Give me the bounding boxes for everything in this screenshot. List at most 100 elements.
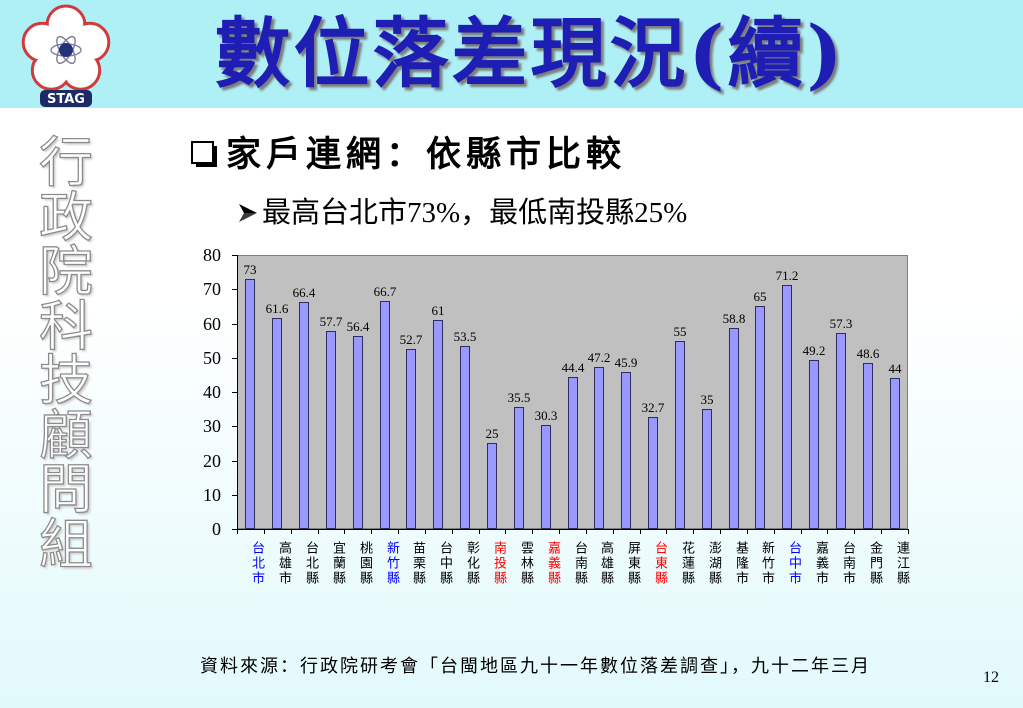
plum-blossom-logo-icon: STAG (21, 4, 111, 107)
x-tick-label: 金門縣 (867, 541, 882, 586)
arrowhead-bullet-icon (239, 204, 257, 222)
data-label: 47.2 (587, 350, 611, 365)
y-tick-mark (232, 324, 237, 325)
x-axis-line (237, 529, 908, 530)
x-tick-mark (640, 529, 641, 534)
bar (460, 346, 470, 529)
x-tick-mark (532, 529, 533, 534)
x-tick-label: 連江縣 (894, 541, 909, 586)
data-label: 32.7 (641, 400, 665, 415)
y-tick-mark (232, 255, 237, 256)
x-tick-label: 雲林縣 (518, 541, 533, 586)
y-tick-label: 30 (203, 416, 221, 436)
bar (648, 417, 658, 529)
x-tick-mark (666, 529, 667, 534)
header-band: STAG 數位落差現況(續) (0, 0, 1023, 108)
x-tick-label: 台中市 (786, 541, 801, 586)
shadowed-square-bullet-icon (191, 141, 217, 167)
x-tick-label: 台南縣 (572, 541, 587, 586)
y-tick-label: 10 (203, 485, 221, 505)
x-tick-mark (881, 529, 882, 534)
x-tick-mark (505, 529, 506, 534)
bar (487, 443, 497, 529)
y-tick-mark (232, 529, 237, 530)
bar (594, 367, 604, 529)
bar (702, 409, 712, 529)
data-label: 71.2 (775, 268, 799, 283)
y-tick-mark (232, 461, 237, 462)
x-tick-label: 高雄縣 (598, 541, 613, 586)
x-tick-mark (613, 529, 614, 534)
x-tick-mark (318, 529, 319, 534)
y-tick-label: 50 (203, 348, 221, 368)
y-tick-mark (232, 358, 237, 359)
x-tick-label: 新竹縣 (384, 541, 399, 586)
bar (406, 349, 416, 529)
x-tick-mark (854, 529, 855, 534)
data-label: 45.9 (614, 355, 638, 370)
x-tick-label: 屏東縣 (625, 541, 640, 586)
bar (514, 407, 524, 529)
bar-chart: 0 10 20 30 40 50 60 70 80 73 台北市 61.6 高雄市 66.4 台北縣 57.7… (190, 245, 920, 605)
bar (782, 285, 792, 529)
bullet-sub-text: 最高台北市73%，最低南投縣25% (262, 197, 688, 229)
x-tick-mark (774, 529, 775, 534)
data-label: 56.4 (346, 319, 370, 334)
x-tick-label: 花蓮縣 (679, 541, 694, 586)
data-label: 73 (243, 262, 257, 277)
x-tick-label: 高雄市 (276, 541, 291, 586)
data-label: 57.3 (829, 316, 853, 331)
x-tick-label: 宜蘭縣 (330, 541, 345, 586)
data-label: 35 (700, 392, 714, 407)
x-tick-label: 基隆市 (733, 541, 748, 586)
x-tick-mark (693, 529, 694, 534)
data-label: 58.8 (722, 311, 746, 326)
x-tick-label: 嘉義縣 (545, 541, 560, 586)
x-tick-label: 南投縣 (491, 541, 506, 586)
organization-vertical-text: 行政院科技顧問組 (38, 131, 93, 576)
y-tick-mark (232, 289, 237, 290)
x-tick-mark (559, 529, 560, 534)
bar (675, 341, 685, 529)
bar (755, 306, 765, 529)
x-tick-mark (452, 529, 453, 534)
x-tick-label: 桃園縣 (357, 541, 372, 586)
bullet-main-text: 家戶連網：依縣市比較 (226, 134, 627, 175)
data-label: 66.4 (292, 285, 316, 300)
x-tick-label: 台北縣 (303, 541, 318, 586)
data-label: 30.3 (534, 408, 558, 423)
y-tick-label: 20 (203, 451, 221, 471)
data-label: 52.7 (399, 332, 423, 347)
data-label: 49.2 (802, 343, 826, 358)
data-label: 44 (888, 361, 902, 376)
data-label: 65 (753, 289, 767, 304)
y-tick-label: 70 (203, 279, 221, 299)
bar (353, 336, 363, 529)
y-tick-label: 60 (203, 314, 221, 334)
bullet-sub: 最高台北市73%，最低南投縣25% (237, 195, 687, 231)
bar (245, 279, 255, 529)
data-label: 53.5 (453, 329, 477, 344)
y-tick-mark (232, 495, 237, 496)
bar (568, 377, 578, 529)
bar (621, 372, 631, 529)
y-tick-label: 40 (203, 382, 221, 402)
x-tick-mark (720, 529, 721, 534)
x-tick-mark (747, 529, 748, 534)
data-label: 35.5 (507, 390, 531, 405)
bar (380, 301, 390, 529)
y-axis-line (237, 255, 238, 529)
y-tick-mark (232, 392, 237, 393)
data-label: 55 (673, 324, 687, 339)
x-tick-mark (371, 529, 372, 534)
source-note: 資料來源：行政院研考會「台閩地區九十一年數位落差調查」，九十二年三月 (200, 656, 871, 677)
x-tick-label: 澎湖縣 (706, 541, 721, 586)
y-tick-mark (232, 426, 237, 427)
bar (809, 360, 819, 529)
x-tick-mark (237, 529, 238, 534)
x-tick-label: 苗栗縣 (410, 541, 425, 586)
bar (890, 378, 900, 529)
x-tick-label: 台南市 (840, 541, 855, 586)
y-tick-label: 80 (203, 245, 221, 265)
data-label: 44.4 (561, 360, 585, 375)
